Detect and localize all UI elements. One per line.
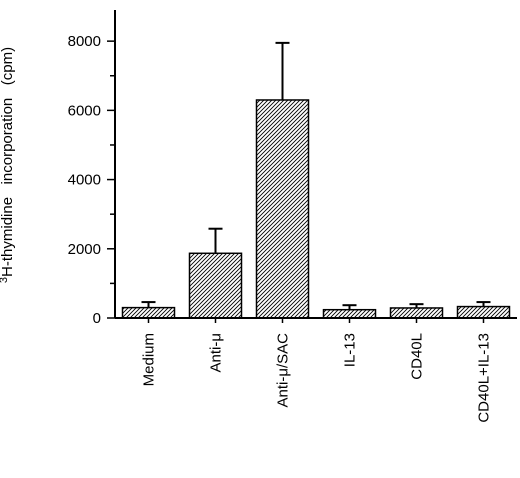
x-category-label: Anti-μ: [208, 333, 225, 373]
bar: [456, 305, 511, 319]
y-tick-label: 4000: [68, 172, 101, 189]
x-category-label: Medium: [141, 333, 158, 386]
svg-text:3H-thymidine incorporation: 3H-thymidine incorporation (cpm): [0, 47, 16, 283]
x-category-label: Anti-μ/SAC: [275, 333, 292, 408]
y-axis-ticks: 0 2000 4000 6000 8000: [68, 33, 115, 327]
y-tick-label: 6000: [68, 102, 101, 119]
bar: [188, 252, 243, 319]
bar: [389, 307, 444, 319]
x-category-label: IL-13: [342, 333, 359, 367]
y-tick-label: 8000: [68, 33, 101, 50]
y-axis-title-text: H-thymidine incorporation (cpm): [0, 47, 16, 277]
bar: [121, 306, 176, 319]
x-category-label: CD40L: [409, 333, 426, 380]
bar: [255, 99, 310, 319]
y-axis-title-superscript: 3: [0, 277, 10, 283]
y-tick-label: 0: [93, 310, 101, 327]
y-axis-title: 3H-thymidine incorporation (cpm): [0, 47, 16, 283]
x-axis-labels: Medium Anti-μ Anti-μ/SAC IL-13 CD40L CD40L+IL…: [141, 318, 493, 423]
x-category-label: CD40L+IL-13: [476, 333, 493, 423]
y-tick-label: 2000: [68, 241, 101, 258]
bar: [322, 308, 377, 319]
bars: [121, 99, 511, 319]
error-bars: [141, 41, 491, 310]
